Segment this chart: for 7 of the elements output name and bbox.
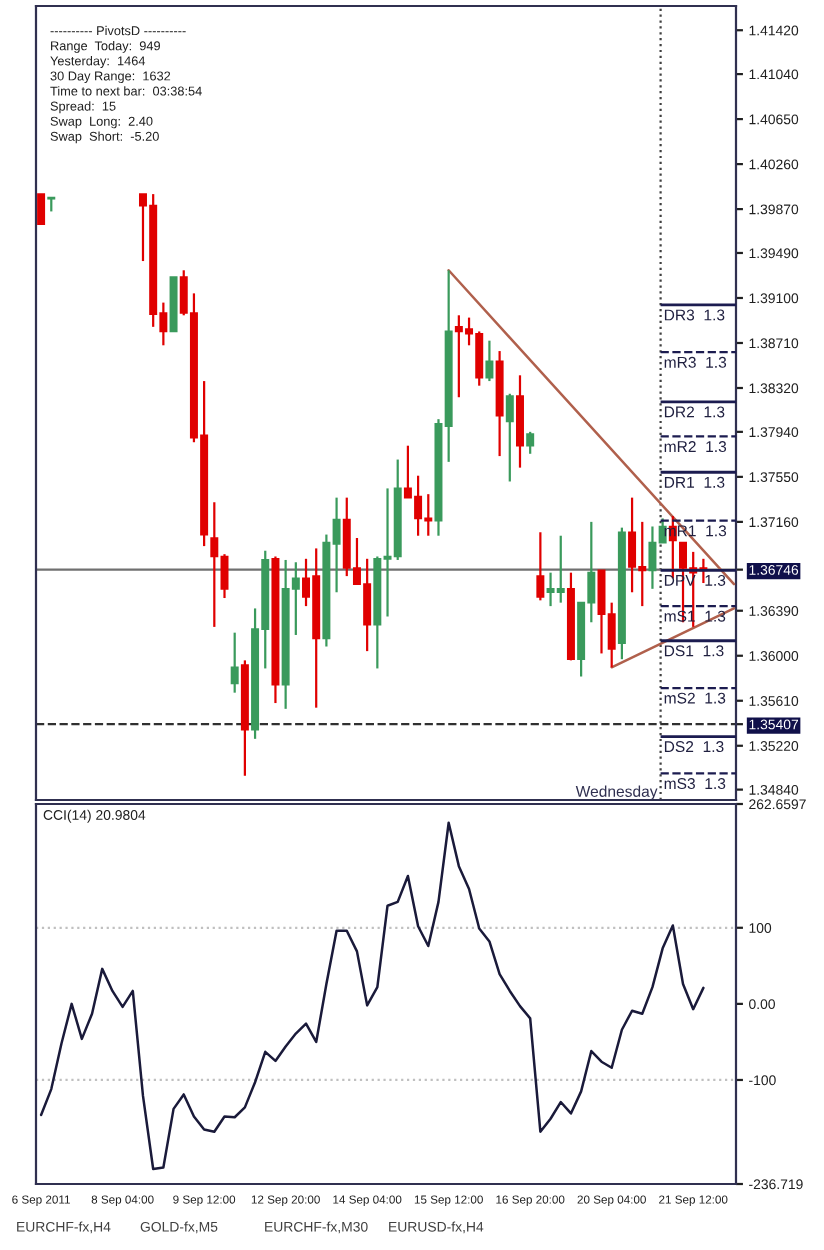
candlestick: [230, 631, 239, 694]
candlestick: [37, 193, 46, 225]
candlestick: [526, 430, 535, 455]
candlestick: [505, 392, 514, 483]
line-series: [39, 821, 705, 1171]
candlestick: [485, 339, 494, 383]
candlestick: [536, 531, 545, 602]
